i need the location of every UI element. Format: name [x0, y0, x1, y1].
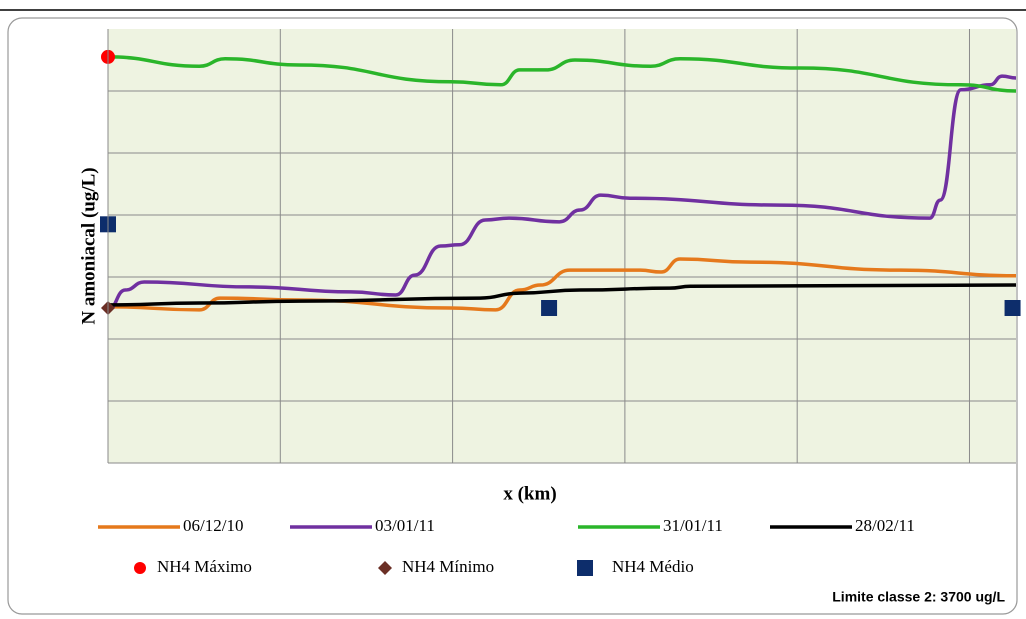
marker	[541, 300, 558, 316]
legend-label: NH4 Médio	[612, 557, 694, 576]
legend-swatch	[134, 562, 146, 574]
annotation: Limite classe 2: 3700 ug/L	[832, 589, 1005, 605]
legend-label: 03/01/11	[375, 516, 435, 535]
x-axis-label: x (km)	[503, 483, 556, 504]
legend-swatch	[577, 560, 593, 576]
y-axis-label: N amoniacal (ug/L)	[78, 167, 99, 324]
legend-swatch	[378, 561, 392, 575]
legend-label: 31/01/11	[663, 516, 723, 535]
data-line	[107, 283, 1017, 307]
legend-label: NH4 Mínimo	[402, 557, 494, 576]
data-line	[107, 257, 1017, 312]
plot-area	[108, 29, 1016, 463]
marker	[1004, 300, 1021, 316]
legend-label: 28/02/11	[855, 516, 915, 535]
legend-label: 06/12/10	[183, 516, 243, 535]
data-line	[107, 55, 1017, 93]
legend-label: NH4 Máximo	[157, 557, 252, 576]
data-line	[107, 74, 1017, 312]
